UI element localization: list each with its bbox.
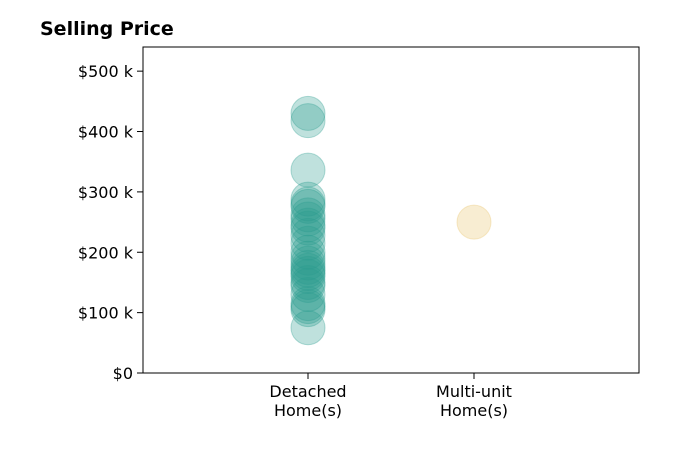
data-point [290, 249, 326, 285]
data-point [290, 188, 326, 224]
data-point [290, 277, 326, 313]
data-point [290, 310, 326, 346]
data-point [290, 255, 326, 291]
y-tick-label: $100 k [78, 304, 134, 323]
data-point [290, 210, 326, 246]
data-point [290, 95, 326, 131]
data-point [290, 264, 326, 300]
points-layer [290, 95, 492, 346]
data-point [290, 286, 326, 322]
data-point [290, 186, 326, 222]
x-tick-label: Multi-unit Home(s) [436, 382, 512, 420]
data-point [290, 258, 326, 294]
x-tick-label: Detached Home(s) [269, 382, 346, 420]
y-tick-label: $0 [113, 364, 133, 383]
data-point [290, 267, 326, 303]
data-point [290, 292, 326, 328]
data-point [290, 240, 326, 276]
y-tick-label: $200 k [78, 243, 134, 262]
y-tick-label: $400 k [78, 123, 134, 142]
data-point [290, 217, 326, 253]
data-point [290, 181, 326, 217]
data-point [290, 289, 326, 325]
plot-frame [142, 46, 640, 374]
chart-title: Selling Price [40, 18, 174, 40]
data-point [290, 245, 326, 281]
data-point [290, 225, 326, 261]
y-axis: $0 $100 k $200 k $300 k $400 k $500 k [78, 62, 143, 383]
data-point [290, 201, 326, 237]
data-point [290, 252, 326, 288]
data-point [290, 103, 326, 139]
x-axis: Detached Home(s) Multi-unit Home(s) [269, 373, 512, 420]
data-point [290, 152, 326, 188]
y-tick-label: $500 k [78, 62, 134, 81]
data-point [290, 197, 326, 233]
data-point [290, 207, 326, 243]
y-tick-label: $300 k [78, 183, 134, 202]
data-point [290, 234, 326, 270]
data-point [456, 204, 492, 240]
